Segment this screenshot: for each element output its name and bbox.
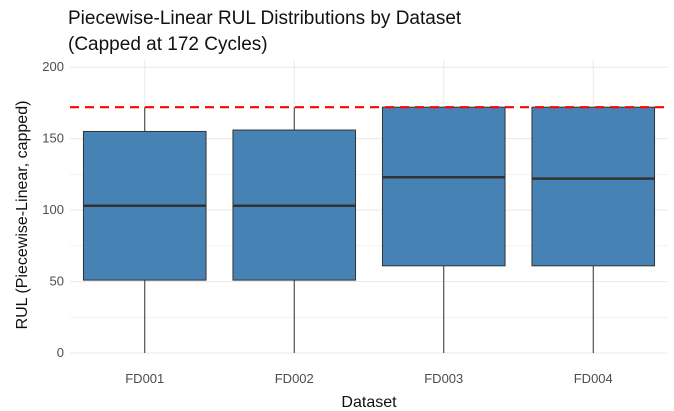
box-body [531, 106, 656, 267]
chart-subtitle: (Capped at 172 Cycles) [68, 34, 268, 55]
box-fd004 [531, 106, 656, 353]
x-axis-label: Dataset [341, 394, 397, 411]
y-tick-label: 0 [57, 345, 64, 360]
y-tick-label: 150 [42, 131, 64, 146]
y-tick-label: 200 [42, 59, 64, 74]
x-tick-label: FD004 [574, 371, 613, 386]
box-fd003 [381, 106, 506, 353]
box-fd002 [232, 107, 357, 353]
x-tick-label: FD001 [125, 371, 164, 386]
y-tick-label: 100 [42, 202, 64, 217]
box-fd001 [82, 107, 207, 353]
x-tick-label: FD002 [275, 371, 314, 386]
box-body [381, 106, 506, 267]
y-axis-label: RUL (Piecewise-Linear, capped) [14, 101, 31, 330]
boxes [82, 106, 656, 353]
x-tick-label: FD003 [424, 371, 463, 386]
y-axis-ticks: 0 50 100 150 200 [42, 59, 64, 360]
chart-title: Piecewise-Linear RUL Distributions by Da… [68, 8, 462, 29]
y-tick-label: 50 [50, 274, 64, 289]
x-axis-ticks: FD001 FD002 FD003 FD004 [125, 371, 613, 386]
